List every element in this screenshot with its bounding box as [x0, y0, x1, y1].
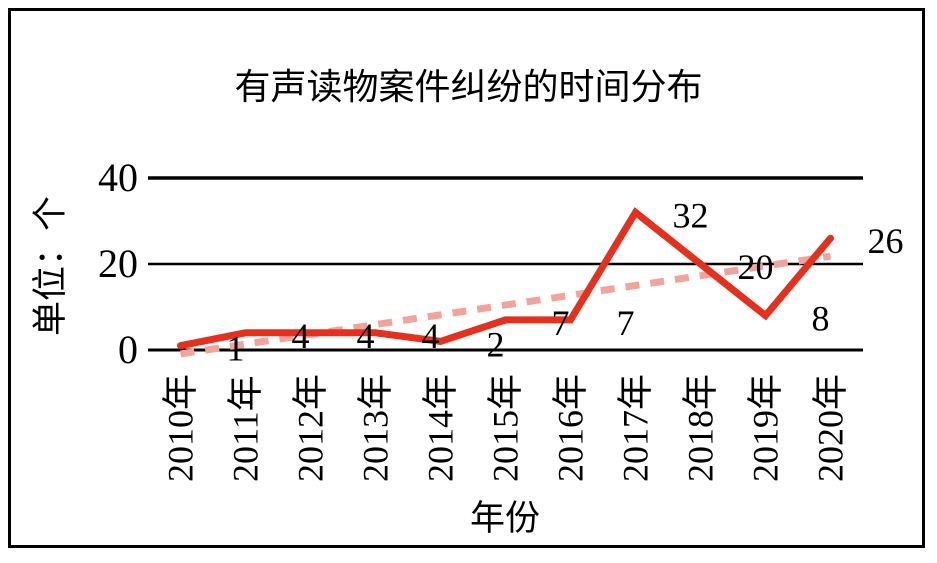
x-axis-title: 年份: [470, 499, 540, 538]
y-axis-title: 单位：个: [31, 196, 70, 336]
y-tick-label-20: 20: [98, 241, 138, 286]
data-label-2016年: 7: [617, 303, 635, 343]
x-tick-label-2020年: 2020年: [811, 374, 851, 482]
x-tick-label-2010年: 2010年: [161, 374, 201, 482]
data-label-2019年: 8: [812, 299, 830, 339]
chart-border-frame: [8, 8, 925, 548]
x-tick-label-2013年: 2013年: [356, 374, 396, 482]
data-label-2012年: 4: [357, 316, 375, 356]
x-tick-label-2018年: 2018年: [681, 374, 721, 482]
data-label-2018年: 20: [738, 247, 774, 287]
y-tick-label-0: 0: [118, 327, 138, 372]
x-tick-label-2015年: 2015年: [486, 374, 526, 482]
data-label-2020年: 26: [868, 221, 904, 261]
data-label-2017年: 32: [673, 195, 709, 235]
x-tick-label-2016年: 2016年: [551, 374, 591, 482]
data-label-2014年: 2: [487, 324, 505, 364]
y-tick-label-40: 40: [98, 155, 138, 200]
data-label-2010年: 1: [227, 329, 245, 369]
x-tick-label-2012年: 2012年: [291, 374, 331, 482]
data-label-2011年: 4: [292, 316, 310, 356]
gridlines-group: 0 20 40: [98, 155, 863, 372]
x-tick-label-2019年: 2019年: [746, 374, 786, 482]
data-label-2015年: 7: [552, 303, 570, 343]
trendline-dashed: [179, 252, 832, 358]
chart-title: 有声读物案件纠纷的时间分布: [234, 67, 703, 107]
labels-group: 1 4 4 4 2 7 7 32 20 8 26 2010年 2011年 2012年 2013年 2014年 2…: [161, 195, 904, 482]
data-label-2013年: 4: [422, 316, 440, 356]
data-line: [177, 207, 834, 350]
x-tick-label-2014年: 2014年: [421, 374, 461, 482]
series-group: [177, 207, 834, 358]
x-tick-label-2017年: 2017年: [616, 374, 656, 482]
x-tick-label-2011年: 2011年: [226, 375, 266, 482]
